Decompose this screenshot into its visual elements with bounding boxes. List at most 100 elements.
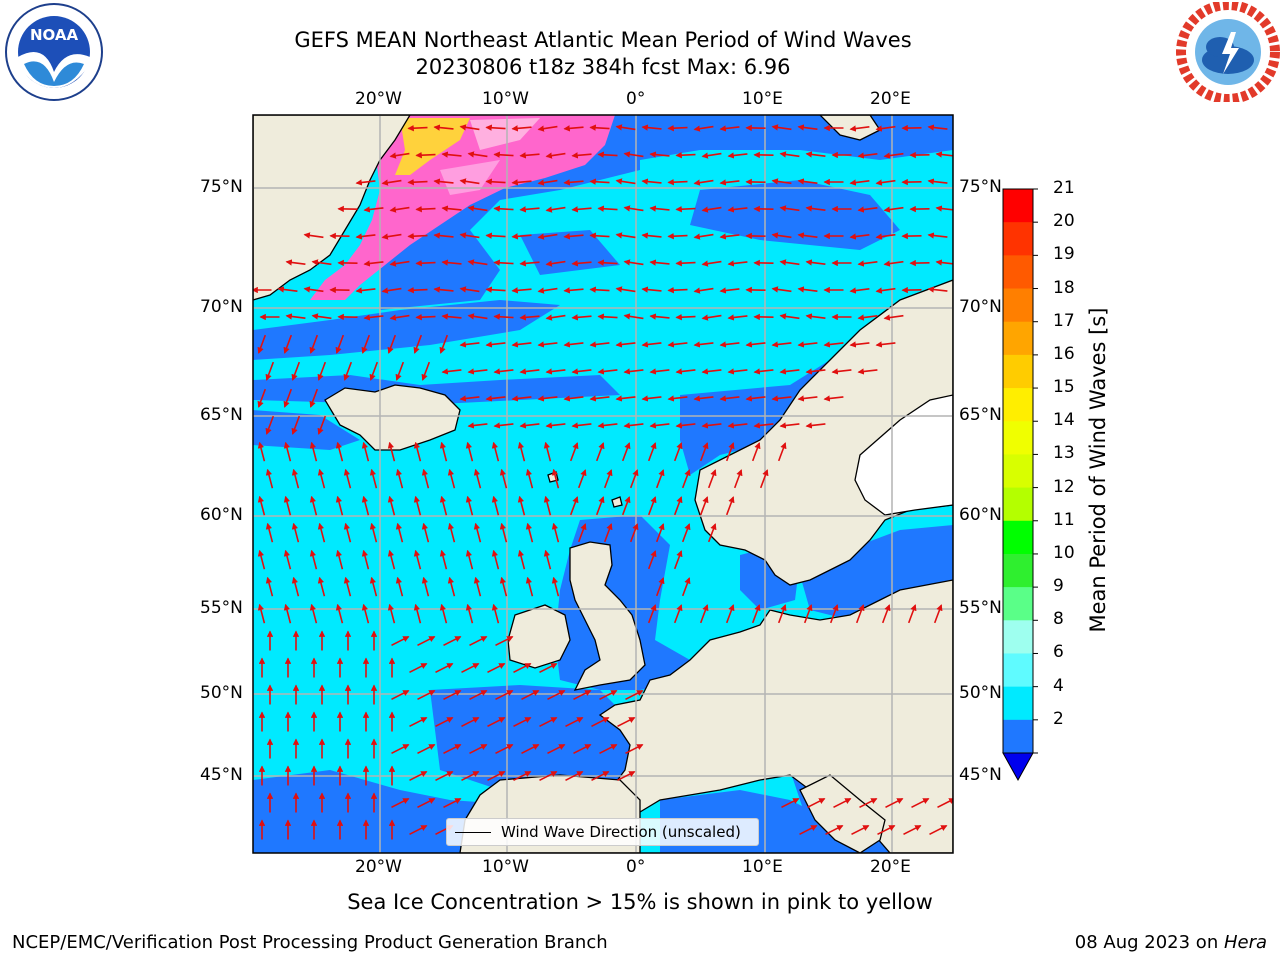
lon-label-top-20w: 20°W [355,89,402,109]
great-britain-land [569,541,646,691]
wind-wave-arrow [409,824,428,836]
wind-wave-arrow [291,576,300,597]
wind-wave-arrow [825,824,844,836]
wind-wave-arrow [381,287,402,294]
colorbar-tick-label: 17 [1053,310,1075,331]
wind-wave-arrow [361,334,371,354]
legend-line-swatch [455,831,491,833]
wind-wave-arrow [277,286,298,293]
wind-wave-arrow [495,635,514,647]
wind-wave-arrow [485,341,506,348]
wind-wave-arrow [745,395,766,402]
wind-wave-arrow [391,635,410,647]
wind-wave-arrow [849,287,870,294]
wind-wave-arrow [877,824,896,836]
wind-wave-arrow [441,313,462,320]
wind-wave-arrow [407,124,428,132]
wind-wave-arrow [883,314,904,321]
sea-ice-region [310,115,615,300]
wind-wave-arrow [491,549,500,570]
wind-wave-arrow [413,549,422,570]
wind-wave-arrow [551,576,560,597]
wind-wave-arrow [875,179,896,186]
wind-wave-arrow [823,395,844,402]
wind-wave-arrow [719,341,740,348]
wind-wave-arrow [343,576,352,597]
wind-wave-arrow [391,743,410,755]
wind-wave-arrow [309,334,319,354]
wind-wave-arrow [545,152,566,159]
wind-wave-arrow [543,495,552,516]
wind-wave-arrow [625,689,644,701]
wind-wave-arrow [933,604,943,624]
wind-wave-arrow [335,441,344,462]
footer-date: 08 Aug 2023 on Hera [1075,932,1267,953]
wind-wave-arrow [537,233,558,240]
wind-wave-arrow [693,341,714,348]
wind-wave-arrow [309,603,318,624]
lon-label-bottom-0: 0° [626,857,646,877]
wind-wave-arrow [441,151,462,158]
colorbar-under-triangle [1002,752,1034,782]
wind-wave-arrow [355,287,376,294]
wind-wave-arrow [623,259,644,266]
wind-wave-arrow [807,797,826,809]
wind-wave-arrow [675,205,696,213]
wind-wave-arrow [857,206,878,213]
wind-wave-arrow [381,179,402,186]
wind-wave-arrow [667,178,688,186]
wind-wave-arrow [413,495,422,516]
wind-wave-arrow [649,368,670,375]
wind-wave-arrow [491,441,500,462]
wind-wave-arrow [441,368,462,375]
wind-wave-arrow [409,770,428,782]
wind-wave-arrow [569,496,579,516]
wind-wave-arrow [699,496,709,516]
wind-wave-arrow [459,341,480,348]
wind-wave-arrow [725,496,735,516]
wind-wave-arrow [459,395,480,402]
wind-wave-arrow [413,334,423,354]
wind-wave-arrow [395,576,404,597]
wind-wave-arrow [805,422,826,429]
wind-wave-arrow [265,576,274,597]
wind-wave-arrow [797,286,818,293]
lat-label-left-65n: 65°N [200,405,243,425]
wind-wave-arrow [927,124,948,131]
wind-wave-arrow [417,743,436,755]
wind-wave-arrow [443,743,462,755]
lat-label-left-60n: 60°N [200,505,243,525]
wind-wave-arrow [485,286,506,293]
wind-wave-arrow [363,260,384,267]
wind-wave-arrow [563,341,584,348]
colorbar-segment [1003,288,1033,323]
map-frame [252,114,954,854]
colorbar-segment [1003,719,1033,754]
wind-wave-arrow [857,260,878,267]
wind-wave-arrow [459,232,480,239]
wind-wave-arrow [615,286,636,293]
wind-wave-arrow [407,286,428,294]
wind-wave-arrow [435,662,454,674]
wind-wave-arrow [517,495,526,516]
wind-wave-arrow [513,770,532,782]
wind-wave-arrow [265,468,274,489]
wind-wave-arrow [797,341,818,348]
wind-wave-arrow [409,716,428,728]
wind-wave-arrow [387,441,396,462]
wind-wave-arrow [469,743,488,755]
wind-wave-arrow [421,576,430,597]
wind-wave-arrow [459,124,480,131]
wind-wave-arrow [771,178,792,185]
wind-wave-arrow [545,314,566,321]
wind-wave-arrow [771,395,792,402]
wind-wave-arrow [417,797,436,809]
wind-wave-arrow [291,415,301,435]
colorbar-tick-label: 20 [1053,211,1075,232]
wind-wave-arrow [465,549,474,570]
lat-label-left-50n: 50°N [200,683,243,703]
wind-wave-arrow [675,259,696,267]
wind-wave-arrow [589,124,610,131]
wind-wave-arrow [493,422,514,429]
colorbar-tick-label: 2 [1053,708,1064,729]
